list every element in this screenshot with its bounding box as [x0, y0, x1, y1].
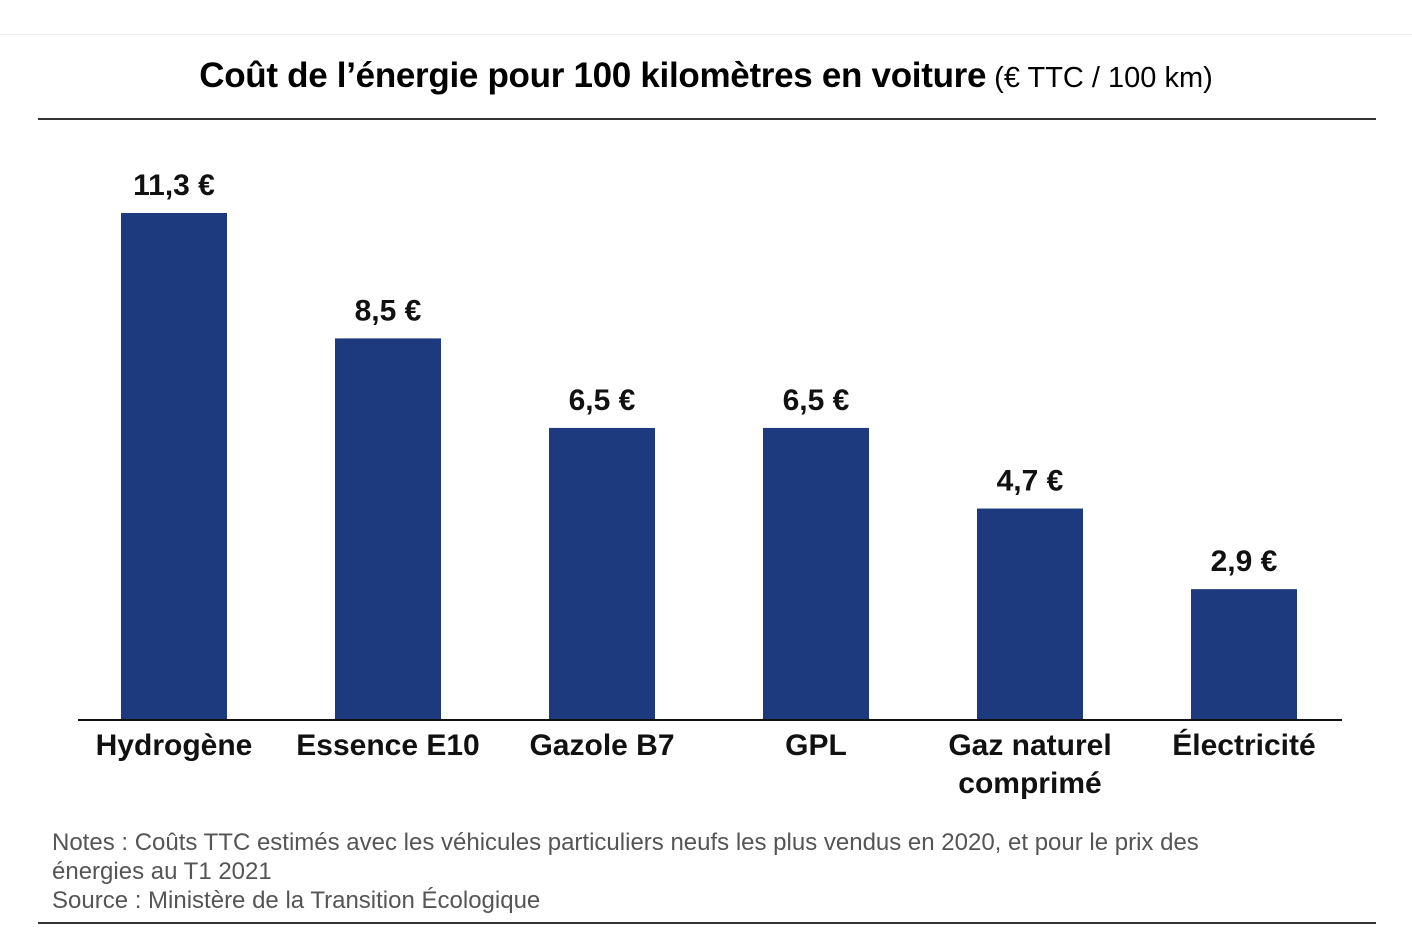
category-label-5-line-2: comprimé — [958, 767, 1101, 800]
bar-3 — [549, 427, 655, 719]
category-label-2: Essence E10 — [296, 729, 479, 762]
category-label-4: GPL — [785, 729, 847, 762]
chart-unit: (€ TTC / 100 km) — [994, 62, 1213, 94]
notes-line-2: énergies au T1 2021 — [52, 858, 272, 885]
value-label-3: 6,5 € — [569, 384, 636, 417]
bar-4 — [763, 427, 869, 719]
title-divider — [38, 118, 1376, 120]
category-label-6: Électricité — [1172, 728, 1315, 762]
notes-line-1: Notes : Coûts TTC estimés avec les véhic… — [52, 829, 1199, 856]
category-label-3: Gazole B7 — [529, 729, 674, 762]
category-label-1: Hydrogène — [96, 729, 253, 762]
bar-1 — [121, 213, 227, 719]
value-label-4: 6,5 € — [783, 384, 850, 417]
value-label-2: 8,5 € — [355, 294, 422, 327]
value-label-1: 11,3 € — [133, 169, 215, 202]
value-label-6: 2,9 € — [1211, 545, 1278, 578]
bar-6 — [1191, 589, 1297, 719]
top-hairline — [0, 34, 1412, 35]
value-label-5: 4,7 € — [997, 465, 1064, 498]
chart-title-row: Coût de l’énergie pour 100 kilomètres en… — [0, 56, 1412, 96]
category-label-5-line-1: Gaz naturel — [948, 729, 1111, 762]
footer-divider — [38, 922, 1376, 924]
notes-block: Notes : Coûts TTC estimés avec les véhic… — [52, 828, 1352, 915]
bar-2 — [335, 338, 441, 719]
chart-title: Coût de l’énergie pour 100 kilomètres en… — [199, 56, 987, 95]
source-line: Source : Ministère de la Transition Écol… — [52, 887, 541, 914]
bar-chart: 11,3 € Hydrogène 8,5 € Essence E10 6,5 € Gazo… — [78, 169, 1342, 800]
bar-5 — [977, 508, 1083, 719]
